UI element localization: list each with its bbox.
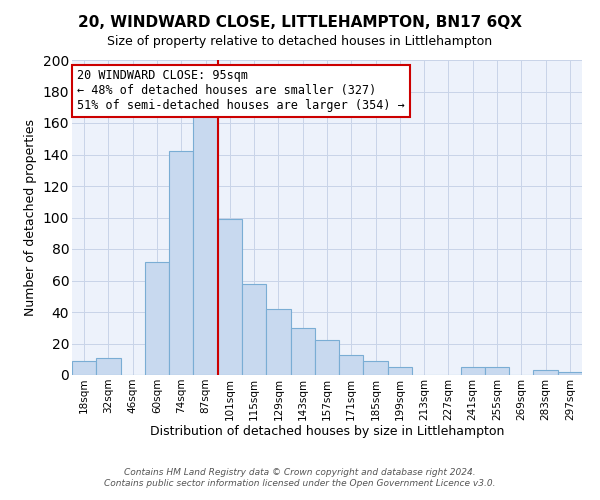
Text: 20 WINDWARD CLOSE: 95sqm
← 48% of detached houses are smaller (327)
51% of semi-: 20 WINDWARD CLOSE: 95sqm ← 48% of detach… <box>77 70 405 112</box>
Bar <box>315 340 339 375</box>
Text: 20, WINDWARD CLOSE, LITTLEHAMPTON, BN17 6QX: 20, WINDWARD CLOSE, LITTLEHAMPTON, BN17 … <box>78 15 522 30</box>
Bar <box>72 361 96 375</box>
Bar <box>290 328 315 375</box>
X-axis label: Distribution of detached houses by size in Littlehampton: Distribution of detached houses by size … <box>150 426 504 438</box>
Bar <box>485 367 509 375</box>
Bar <box>145 262 169 375</box>
Y-axis label: Number of detached properties: Number of detached properties <box>24 119 37 316</box>
Bar <box>218 219 242 375</box>
Bar <box>533 370 558 375</box>
Bar <box>388 367 412 375</box>
Bar <box>558 372 582 375</box>
Bar <box>339 354 364 375</box>
Bar <box>193 110 218 375</box>
Bar <box>169 152 193 375</box>
Bar <box>242 284 266 375</box>
Bar <box>266 309 290 375</box>
Bar <box>364 361 388 375</box>
Text: Contains HM Land Registry data © Crown copyright and database right 2024.
Contai: Contains HM Land Registry data © Crown c… <box>104 468 496 487</box>
Bar <box>461 367 485 375</box>
Text: Size of property relative to detached houses in Littlehampton: Size of property relative to detached ho… <box>107 35 493 48</box>
Bar <box>96 358 121 375</box>
